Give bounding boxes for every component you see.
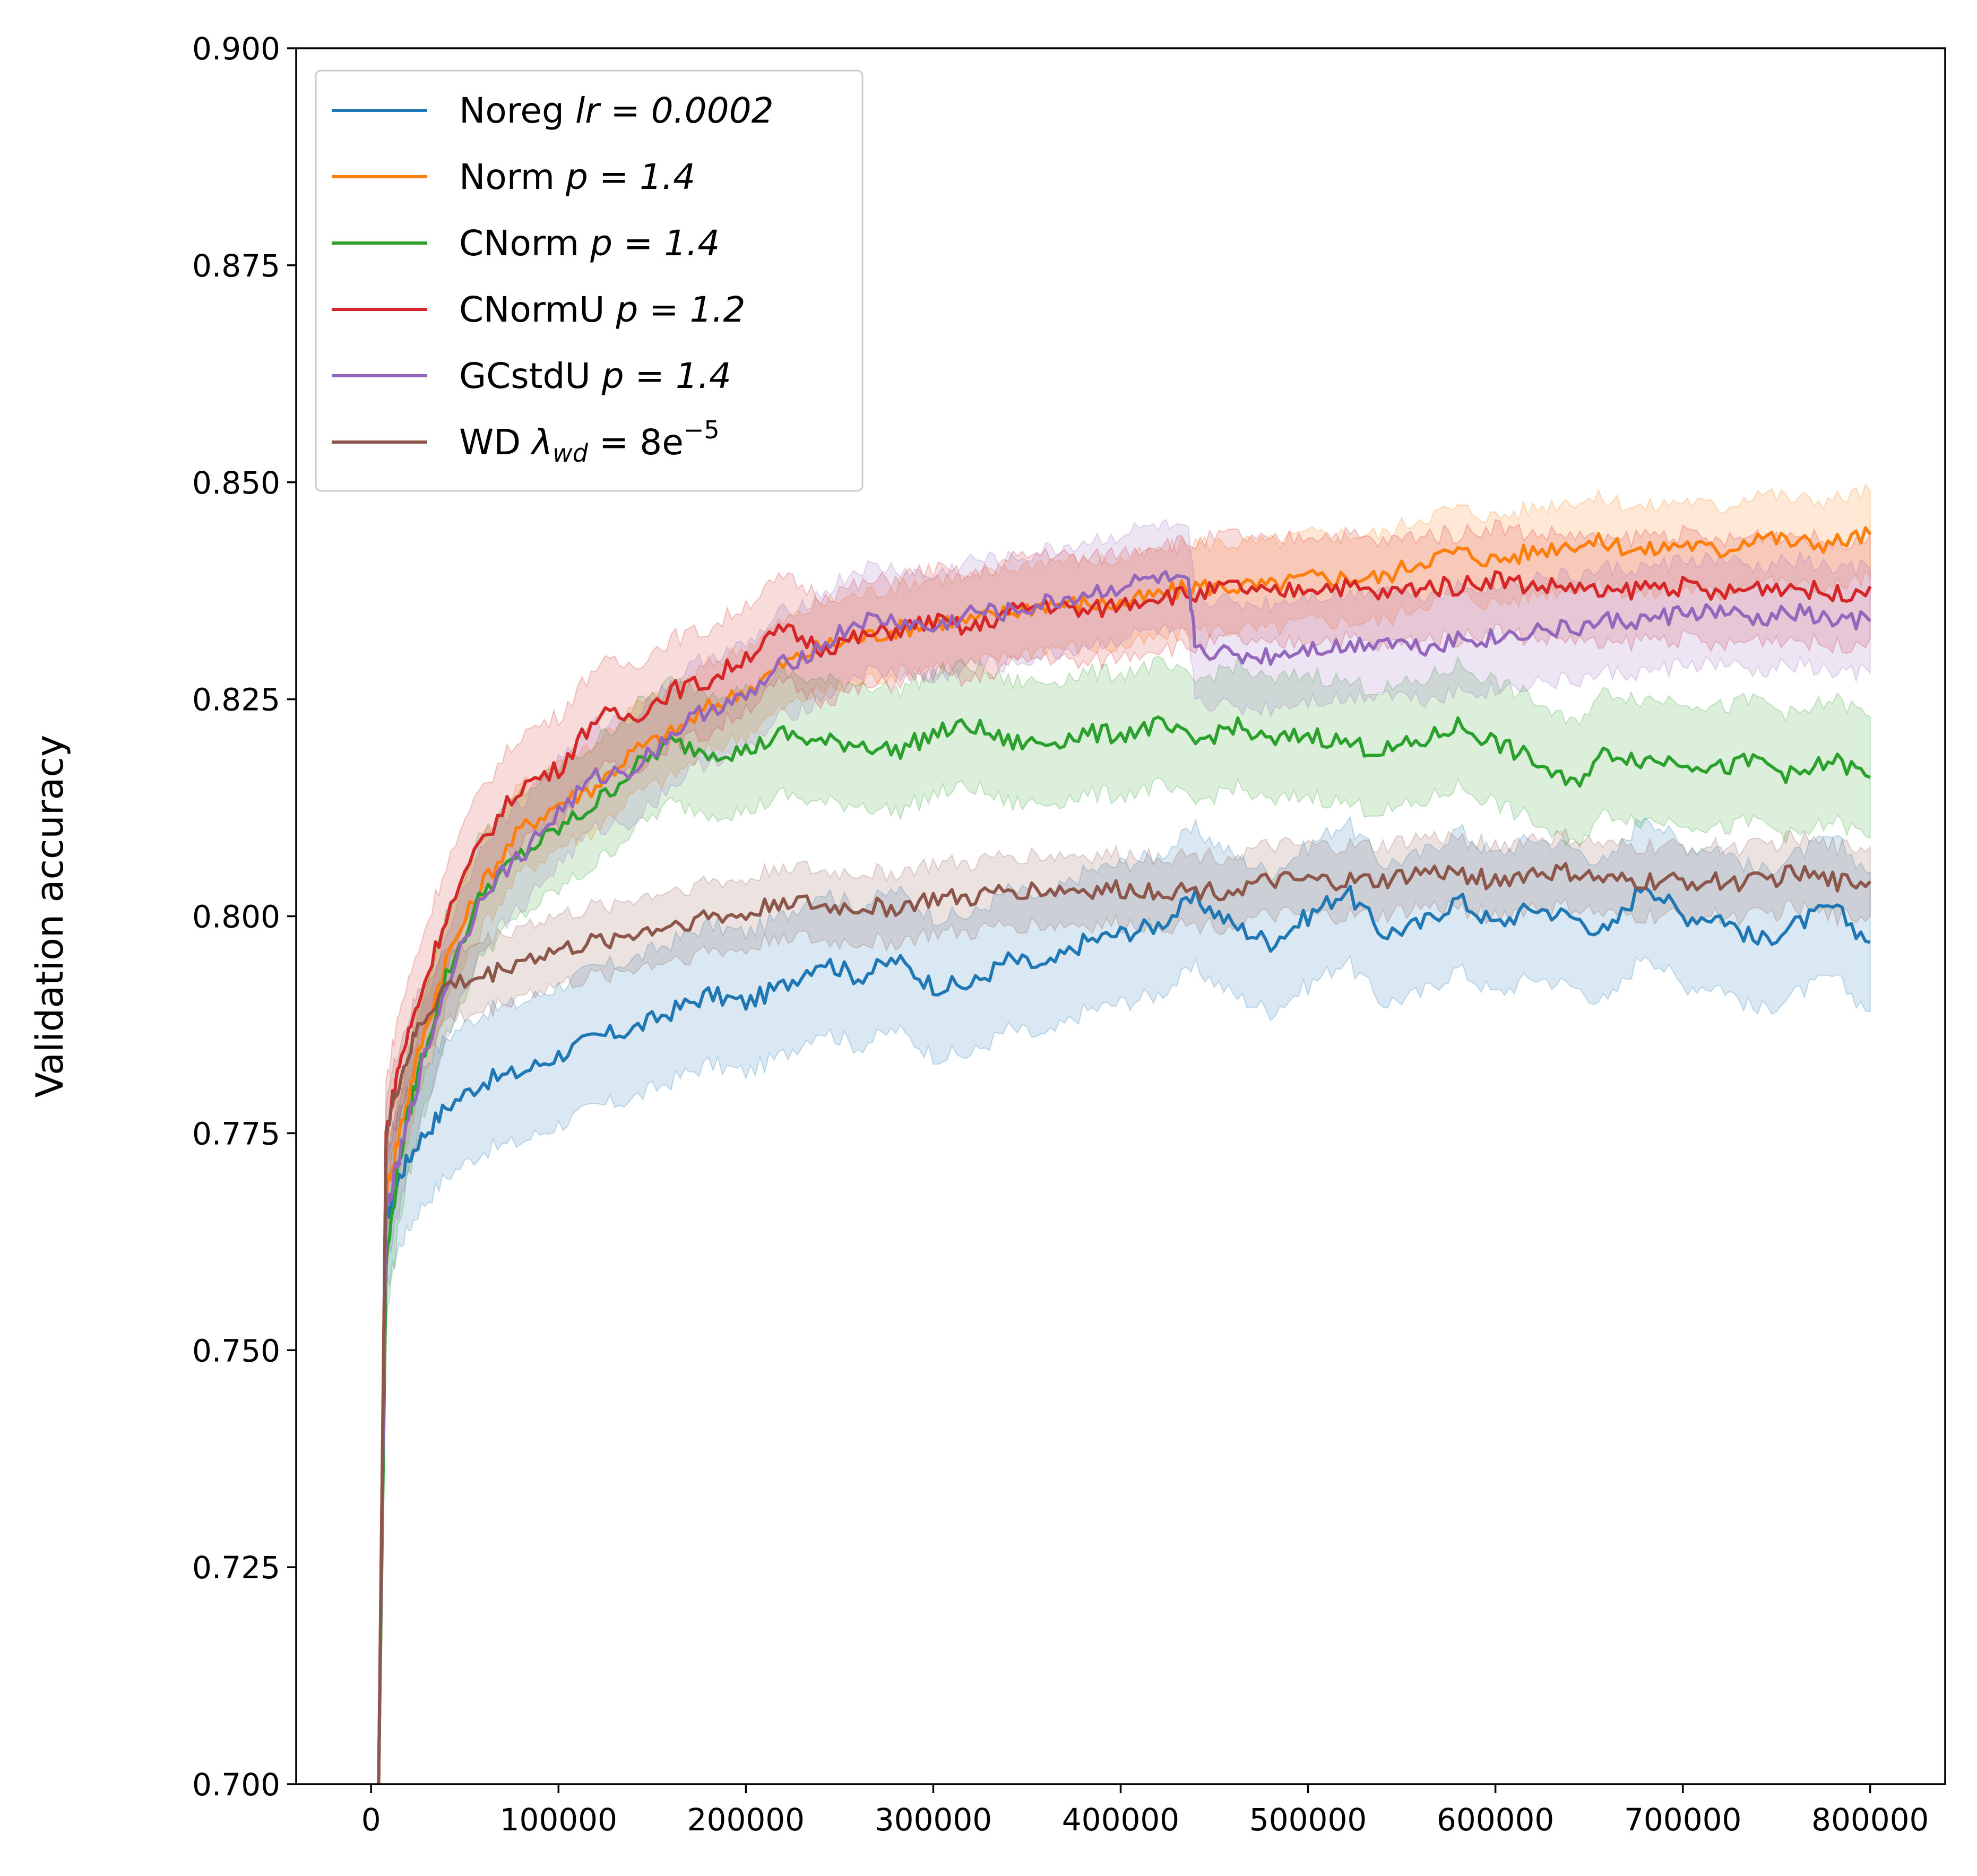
y-tick-label: 0.750 bbox=[192, 1333, 280, 1369]
x-tick-label: 400000 bbox=[1062, 1802, 1179, 1838]
y-tick-label: 0.875 bbox=[192, 248, 280, 284]
y-tick-label: 0.775 bbox=[192, 1116, 280, 1152]
y-tick-label: 0.900 bbox=[192, 31, 280, 67]
y-tick-label: 0.825 bbox=[192, 682, 280, 718]
band-gcstdu bbox=[378, 518, 1871, 1784]
band-cnormu bbox=[378, 519, 1871, 1784]
series-line-cnorm bbox=[377, 715, 1871, 1784]
legend-entry: CNormU p = 1.2 bbox=[459, 289, 746, 330]
y-tick-label: 0.800 bbox=[192, 899, 280, 935]
legend-entry: Noreg lr = 0.0002 bbox=[459, 90, 774, 131]
confidence-bands bbox=[378, 483, 1871, 1784]
legend: Noreg lr = 0.0002 Norm p = 1.4 CNorm p = 1… bbox=[315, 70, 864, 492]
x-tick-label: 300000 bbox=[875, 1802, 992, 1838]
legend-entry: GCstdU p = 1.4 bbox=[459, 356, 731, 396]
band-cnorm bbox=[378, 655, 1871, 1784]
y-tick-label: 0.850 bbox=[192, 465, 280, 501]
x-tick-label: 800000 bbox=[1811, 1802, 1929, 1838]
x-axis: 0 100000 200000 300000 400000 500000 600000 700… bbox=[361, 1784, 1929, 1838]
y-axis: 0.700 0.725 0.750 0.775 0.800 0.825 0.850 0.875… bbox=[192, 31, 296, 1803]
x-tick-label: 600000 bbox=[1437, 1802, 1554, 1838]
x-tick-label: 100000 bbox=[500, 1802, 617, 1838]
series-line-gcstdu bbox=[377, 570, 1872, 1784]
y-axis-label: Validation accuracy bbox=[28, 735, 72, 1098]
band-noreg bbox=[378, 815, 1871, 1784]
band-wd bbox=[378, 827, 1871, 1784]
y-tick-label: 0.700 bbox=[192, 1767, 280, 1803]
legend-entry: CNorm p = 1.4 bbox=[459, 223, 720, 264]
series-line-wd bbox=[377, 862, 1872, 1784]
x-tick-label: 0 bbox=[361, 1802, 381, 1838]
series-line-noreg bbox=[377, 885, 1871, 1784]
band-norm bbox=[378, 483, 1871, 1784]
x-tick-label: 500000 bbox=[1249, 1802, 1367, 1838]
x-tick-label: 200000 bbox=[687, 1802, 805, 1838]
series-lines bbox=[377, 526, 1872, 1784]
legend-entry: Norm p = 1.4 bbox=[459, 157, 695, 197]
x-tick-label: 700000 bbox=[1624, 1802, 1741, 1838]
legend-box bbox=[315, 70, 864, 492]
y-tick-label: 0.725 bbox=[192, 1550, 280, 1586]
series-line-cnormu bbox=[377, 570, 1872, 1784]
legend-entry: WD λwd = 8e−5 bbox=[459, 416, 720, 468]
